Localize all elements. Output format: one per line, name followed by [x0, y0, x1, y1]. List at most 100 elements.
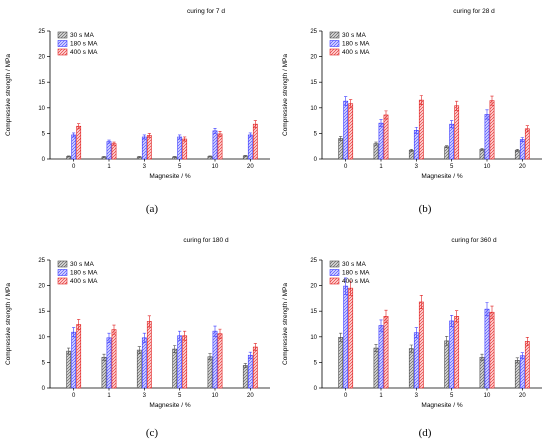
y-tick-label: 15	[38, 80, 45, 86]
x-tick-label: 3	[143, 393, 147, 399]
legend-label: 30 s MA	[342, 261, 367, 268]
legend-label: 30 s MA	[70, 261, 95, 268]
panel-label: (c)	[146, 427, 159, 439]
bar-s30-10	[479, 148, 485, 160]
error-bar-s400-1	[112, 324, 116, 335]
error-bar-s30-3	[137, 156, 141, 158]
bar-s400-20	[524, 341, 530, 389]
x-axis-label: Magnesite / %	[149, 173, 190, 180]
x-tick-label: 5	[450, 393, 454, 399]
error-bar-s400-10	[218, 328, 222, 339]
legend-swatch-s400	[57, 277, 68, 285]
y-tick-label: 10	[310, 106, 317, 112]
bar-s400-10	[489, 311, 495, 389]
bar-s180-10	[212, 130, 218, 160]
error-bar-s400-10	[490, 305, 494, 319]
y-tick-label: 10	[38, 335, 45, 341]
error-bar-s180-10	[485, 109, 489, 120]
error-bar-s180-0	[72, 132, 76, 138]
bar-s30-5	[444, 340, 450, 389]
y-tick-label: 0	[314, 386, 318, 392]
y-tick-label: 20	[38, 55, 45, 61]
x-tick-label: 3	[143, 164, 147, 170]
bar-s180-10	[484, 114, 490, 160]
error-bar-s400-0	[349, 280, 353, 296]
bar-s30-0	[66, 350, 72, 389]
error-bar-s30-5	[173, 345, 177, 353]
legend-label: 180 s MA	[342, 270, 370, 277]
error-bar-s180-20	[248, 351, 252, 359]
x-tick-label: 0	[344, 393, 348, 399]
error-bar-s30-1	[374, 344, 378, 352]
y-tick-label: 25	[38, 258, 45, 264]
y-tick-label: 20	[38, 284, 45, 290]
chart-title: curing for 180 d	[183, 237, 229, 244]
bar-s400-0	[348, 103, 354, 160]
bar-s400-10	[217, 133, 223, 160]
error-bar-s30-0	[67, 155, 71, 158]
error-bar-s180-10	[213, 325, 217, 337]
panel-label: (a)	[146, 203, 159, 215]
error-bar-s30-1	[102, 156, 106, 158]
bar-s180-0	[343, 100, 349, 160]
x-tick-label: 20	[519, 164, 526, 170]
panel-label: (b)	[419, 203, 432, 215]
x-tick-label: 5	[178, 164, 182, 170]
bar-s400-3	[418, 301, 424, 389]
error-bar-s400-3	[147, 315, 151, 328]
error-bar-s180-3	[142, 134, 146, 140]
error-bar-s400-10	[218, 131, 222, 137]
bar-s180-3	[141, 337, 147, 389]
error-bar-s30-5	[445, 145, 449, 149]
error-bar-s400-5	[455, 100, 459, 111]
bar-s30-3	[408, 348, 414, 389]
legend-swatch-s180	[329, 40, 340, 47]
legend-label: 400 s MA	[342, 49, 370, 56]
error-bar-s400-10	[490, 95, 494, 106]
y-axis-label: Compressive strength / MPa	[282, 54, 289, 136]
legend-swatch-s180	[329, 269, 340, 276]
error-bar-s30-10	[480, 147, 484, 151]
legend-label: 30 s MA	[342, 32, 367, 39]
error-bar-s30-1	[374, 141, 378, 146]
error-bar-s30-20	[243, 155, 247, 157]
y-tick-label: 0	[314, 157, 318, 163]
error-bar-s30-0	[67, 347, 71, 355]
bar-s180-10	[212, 330, 218, 389]
x-tick-label: 1	[107, 164, 111, 170]
bar-s180-3	[413, 130, 419, 160]
x-tick-label: 5	[178, 393, 182, 399]
chart-title: curing for 7 d	[187, 8, 225, 15]
error-bar-s180-0	[344, 277, 348, 295]
x-tick-label: 20	[247, 393, 254, 399]
x-tick-label: 3	[415, 164, 419, 170]
error-bar-s180-10	[213, 127, 217, 134]
y-tick-label: 5	[314, 360, 318, 366]
x-tick-label: 0	[72, 164, 76, 170]
legend-label: 180 s MA	[342, 41, 370, 48]
y-axis-label: Compressive strength / MPa	[5, 283, 12, 365]
legend-swatch-s180	[57, 40, 68, 47]
bar-s400-20	[524, 128, 530, 160]
legend-swatch-s400	[329, 48, 340, 56]
error-bar-s30-20	[515, 148, 519, 152]
x-tick-label: 20	[247, 164, 254, 170]
bar-s400-1	[383, 316, 389, 389]
bar-s180-5	[177, 136, 183, 160]
error-bar-s30-10	[208, 353, 212, 361]
bar-s180-5	[177, 335, 183, 389]
error-bar-s400-5	[183, 136, 187, 142]
x-axis-label: Magnesite / %	[149, 402, 190, 409]
bar-s180-1	[378, 122, 384, 160]
error-bar-s30-20	[515, 357, 519, 364]
chart-title: curing for 28 d	[453, 8, 495, 15]
y-axis-label: Compressive strength / MPa	[5, 54, 12, 136]
error-bar-s30-5	[173, 156, 177, 158]
bar-s180-1	[378, 325, 384, 389]
y-tick-label: 15	[38, 309, 45, 315]
x-tick-label: 1	[379, 393, 383, 399]
x-tick-label: 5	[450, 164, 454, 170]
bar-s30-0	[338, 337, 344, 389]
